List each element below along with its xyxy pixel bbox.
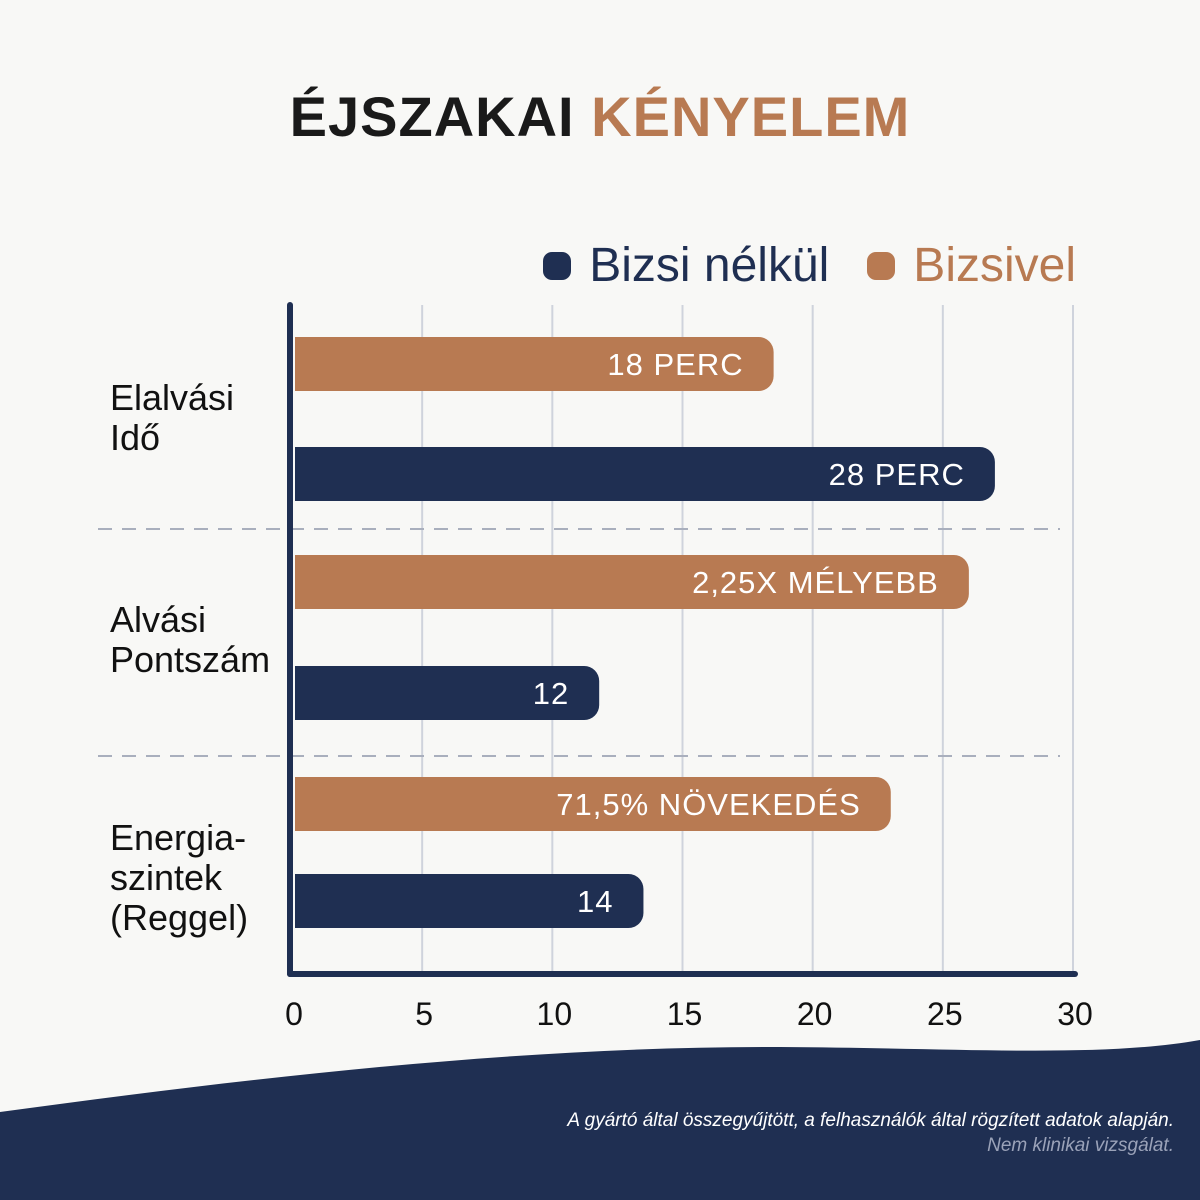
bar-value-label: 12 — [533, 676, 569, 711]
footer-band — [0, 1040, 1200, 1200]
bar-value-label: 71,5% NÖVEKEDÉS — [556, 787, 860, 822]
bar-without-bizsi — [295, 874, 644, 928]
chart-title: ÉJSZAKAI KÉNYELEM — [0, 84, 1200, 149]
footer-source-note: A gyártó által összegyűjtött, a felhaszn… — [567, 1110, 1174, 1131]
category-label-sleep-score: Alvási Pontszám — [110, 599, 271, 680]
legend-swatch-navy — [543, 251, 572, 280]
bar-value-label: 14 — [577, 884, 613, 919]
bar-value-label: 28 PERC — [829, 457, 965, 492]
legend-item-without: Bizsi nélkül — [543, 238, 829, 293]
bar-without-bizsi — [295, 666, 600, 720]
bar-with-bizsi — [295, 777, 891, 831]
x-tick-label: 0 — [285, 996, 303, 1032]
legend-label-with: Bizsivel — [913, 239, 1076, 292]
footer-disclaimer: Nem klinikai vizsgálat. — [987, 1135, 1174, 1156]
bar-with-bizsi — [295, 337, 774, 391]
x-tick-label: 15 — [667, 996, 703, 1032]
category-label-sleep-onset: Elalvási Idő — [110, 377, 235, 458]
legend-label-without: Bizsi nélkül — [589, 239, 830, 292]
bar-with-bizsi — [295, 555, 969, 609]
category-label-energy: Energia- szintek (Reggel) — [110, 817, 249, 938]
bar-without-bizsi — [295, 447, 995, 501]
legend-swatch-brown — [867, 251, 896, 280]
legend: Bizsi nélkül Bizsivel — [543, 238, 1076, 293]
title-part-dark: ÉJSZAKAI — [289, 85, 575, 148]
bar-value-label: 18 PERC — [607, 347, 743, 382]
x-tick-label: 30 — [1057, 996, 1093, 1032]
x-tick-label: 20 — [797, 996, 833, 1032]
x-tick-label: 25 — [927, 996, 963, 1032]
legend-item-with: Bizsivel — [867, 238, 1076, 293]
bar-value-label: 2,25X MÉLYEBB — [692, 565, 939, 600]
x-tick-label: 10 — [537, 996, 573, 1032]
x-tick-label: 5 — [415, 996, 433, 1032]
footer-note: A gyártó által összegyűjtött, a felhaszn… — [567, 1108, 1174, 1158]
title-part-accent: KÉNYELEM — [591, 85, 911, 148]
